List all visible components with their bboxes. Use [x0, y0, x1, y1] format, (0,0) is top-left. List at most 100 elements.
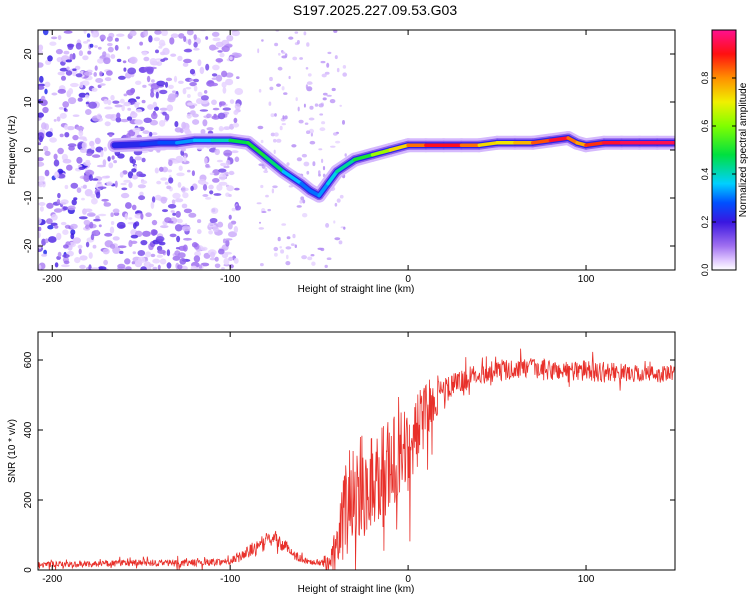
spectrogram-noise-cell: [44, 150, 51, 156]
spectrogram-noise-cell: [38, 202, 46, 206]
spectrogram-noise-cell: [193, 47, 200, 51]
spectrogram-noise-cell: [47, 55, 53, 62]
spectrogram-noise-cell: [134, 221, 140, 227]
spectrogram-noise-cell: [332, 132, 338, 136]
spectrogram-noise-cell: [322, 166, 326, 171]
spectrogram-noise-cell: [218, 168, 227, 173]
spectrogram-noise-cell: [288, 185, 294, 188]
spectrogram-noise-cell: [126, 89, 135, 96]
spectrogram-noise-cell: [49, 41, 57, 46]
spectrogram-noise-cell: [190, 265, 198, 270]
spectrogram-noise-cell: [209, 257, 216, 261]
spectrogram-noise-cell: [95, 191, 101, 199]
spectrogram-noise-cell: [211, 77, 218, 80]
spectrogram-noise-cell: [175, 247, 180, 250]
spectrogram-noise-cell: [306, 170, 310, 175]
spectrogram-noise-cell: [184, 130, 192, 135]
spectrogram-noise-cell: [125, 266, 132, 270]
spectrogram-noise-cell: [89, 140, 95, 147]
spectrogram-noise-cell: [200, 246, 208, 251]
spectrogram-noise-cell: [131, 261, 136, 265]
spectrogram-noise-cell: [309, 140, 316, 145]
spectrogram-noise-cell: [223, 149, 233, 157]
spectrogram-noise-cell: [85, 94, 89, 99]
spectrogram-noise-cell: [209, 218, 218, 223]
spectrogram-noise-cell: [182, 87, 187, 95]
spectrogram-noise-cell: [200, 95, 209, 101]
spectrogram-noise-cell: [57, 88, 66, 94]
spectrogram-noise-cell: [234, 103, 241, 110]
spectrogram-noise-cell: [307, 73, 312, 77]
spectrogram-noise-cell: [156, 149, 161, 153]
spectrogram-noise-cell: [320, 247, 325, 252]
snr-panel: -200 -100 0 100 0 200 400 600 Height of straig…: [7, 331, 676, 595]
spectrogram-noise-cell: [319, 113, 324, 116]
spectrogram-noise-cell: [214, 263, 221, 269]
spectrogram-noise-cell: [123, 101, 131, 107]
spectrogram-noise-cell: [224, 251, 232, 255]
spectrogram-noise-cell: [139, 191, 144, 196]
spectrogram-noise-cell: [223, 258, 230, 265]
spectrogram-noise-cell: [38, 112, 44, 118]
spectrogram-ridge-core: [352, 153, 375, 162]
spectrogram-noise-cell: [274, 42, 279, 47]
spectrogram-noise-cell: [113, 160, 117, 164]
spectrogram-noise-cell: [183, 48, 192, 53]
spectrogram-noise-cell: [103, 57, 111, 65]
spectrogram-noise-cell: [72, 134, 79, 141]
spectrogram-noise-cell: [159, 166, 164, 172]
spectrogram-noise-cell: [182, 62, 189, 67]
spectrogram-noise-cell: [110, 221, 115, 225]
spectrogram-noise-cell: [100, 150, 104, 158]
spectrogram-noise-cell: [233, 226, 239, 233]
spectrogram-noise-cell: [151, 79, 155, 83]
spectrogram-noise-cell: [178, 33, 185, 39]
spectrogram-noise-cell: [104, 121, 111, 127]
spectrogram-noise-cell: [51, 36, 58, 40]
spectrogram-noise-cell: [141, 51, 148, 56]
spectrogram-noise-cell: [57, 168, 64, 174]
spectrogram-noise-cell: [301, 255, 307, 260]
spectrogram-noise-cell: [304, 122, 309, 125]
spectrogram-noise-cell: [222, 86, 227, 94]
spectrogram-noise-cell: [132, 127, 141, 133]
spectrogram-noise-cell: [286, 162, 290, 166]
spectrogram-noise-cell: [264, 167, 268, 171]
snr-y-tick-label: 0: [23, 567, 34, 573]
spectrogram-noise-cell: [193, 78, 200, 83]
spectrogram-noise-cell: [297, 106, 300, 112]
spectrogram-noise-cell: [166, 104, 174, 112]
spectrogram-ridge-core: [228, 138, 250, 145]
spectrogram-noise-cell: [89, 43, 94, 48]
spectrogram-x-tick-label: -200: [42, 274, 62, 285]
spectrogram-noise-cell: [213, 193, 222, 196]
spectrogram-noise-cell: [91, 87, 98, 92]
colorbar-tick-label: 0.8: [700, 72, 710, 85]
spectrogram-noise-cell: [306, 42, 310, 47]
spectrogram-noise-cell: [268, 101, 272, 106]
spectrogram-noise-cell: [78, 166, 85, 170]
spectrogram-noise-cell: [70, 182, 79, 189]
spectrogram-noise-cell: [234, 187, 240, 191]
spectrogram-noise-cell: [114, 180, 118, 188]
spectrogram-noise-cell: [311, 261, 316, 266]
spectrogram-ridge-core: [335, 157, 357, 174]
spectrogram-noise-cell: [120, 192, 130, 199]
spectrogram-noise-cell: [63, 107, 67, 112]
spectrogram-noise-cell: [306, 81, 313, 85]
spectrogram-noise-cell: [299, 200, 303, 204]
spectrogram-noise-cell: [273, 149, 276, 154]
spectrogram-noise-cell: [318, 170, 321, 175]
spectrogram-noise-cell: [182, 192, 189, 199]
spectrogram-noise-cell: [174, 121, 179, 128]
spectrogram-noise-cell: [131, 174, 138, 180]
spectrogram-noise-cell: [99, 83, 106, 86]
spectrogram-noise-cell: [321, 158, 324, 163]
spectrogram-noise-cell: [284, 115, 288, 120]
spectrogram-noise-cell: [281, 51, 286, 54]
spectrogram-noise-cell: [84, 71, 93, 76]
spectrogram-noise-cell: [279, 246, 283, 249]
spectrogram-noise-cell: [72, 68, 77, 71]
